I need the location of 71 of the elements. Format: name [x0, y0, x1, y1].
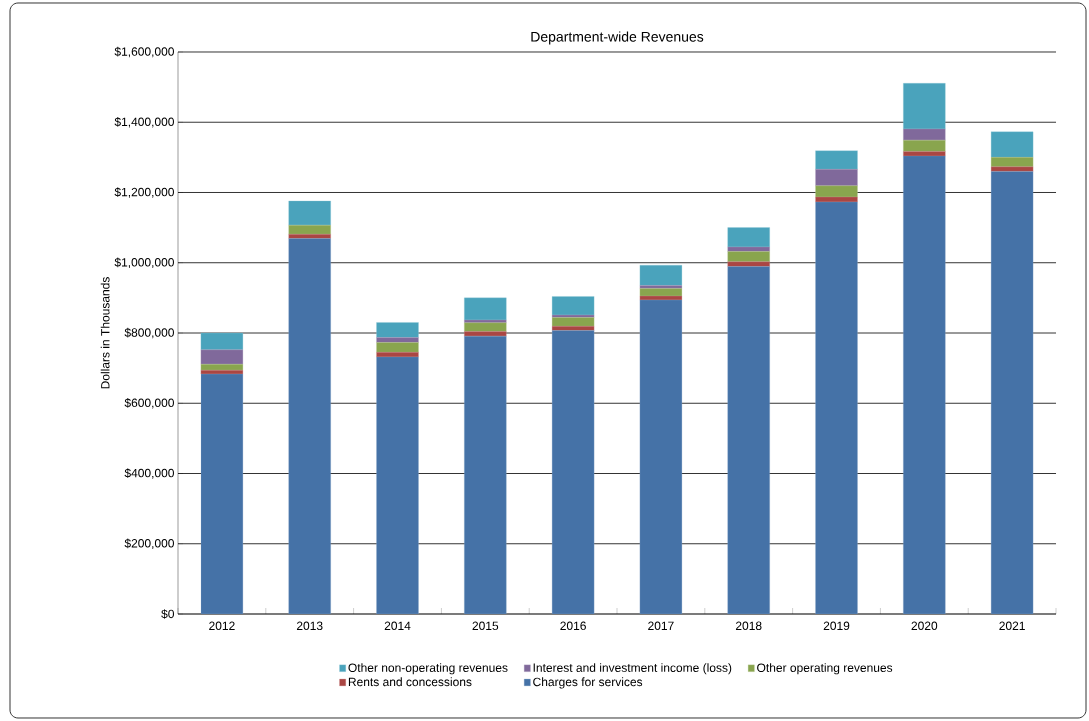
x-tick-label: 2013 [296, 621, 323, 631]
bar [464, 297, 507, 321]
bar [200, 373, 244, 614]
x-tick-label: 2018 [735, 621, 762, 631]
bar [727, 261, 770, 267]
bar [815, 196, 858, 203]
bar [727, 266, 770, 614]
legend-label: Interest and investment income (loss) [533, 663, 732, 675]
bar [815, 150, 858, 170]
bar [464, 336, 507, 614]
y-tick-label: $1,400,000 [114, 117, 174, 128]
y-axis-title: Dollars in Thousands [100, 277, 110, 389]
bar [815, 201, 858, 614]
bar [727, 251, 770, 262]
bar [990, 131, 1034, 158]
bar [200, 364, 244, 371]
legend-label: Charges for services [533, 677, 643, 689]
bar [376, 342, 419, 353]
y-tick-label: $800,000 [124, 327, 174, 339]
x-tick-label: 2020 [911, 621, 938, 631]
bar [903, 155, 946, 614]
bar [639, 285, 683, 289]
y-tick-label: $200,000 [124, 538, 174, 549]
bar [903, 128, 946, 141]
bar [551, 317, 595, 327]
y-tick-label: $1,600,000 [114, 46, 174, 58]
bar [551, 330, 595, 614]
bar [903, 83, 946, 130]
bar [376, 356, 419, 614]
bar [288, 234, 331, 239]
bar [903, 140, 946, 152]
x-tick-label: 2014 [384, 621, 411, 631]
bar [551, 326, 595, 331]
legend-label: Rents and concessions [348, 677, 472, 687]
bar [990, 171, 1034, 614]
y-tick-label: $400,000 [124, 468, 174, 479]
bar [464, 331, 507, 337]
bar [990, 166, 1034, 172]
x-tick-label: 2012 [209, 621, 235, 631]
x-tick-label: 2016 [560, 621, 586, 631]
x-tick-label: 2021 [999, 621, 1025, 631]
bar [551, 296, 595, 316]
bar [990, 157, 1034, 168]
bar [464, 319, 507, 323]
bar [551, 314, 595, 318]
x-tick-label: 2015 [472, 621, 499, 631]
bar [200, 332, 244, 351]
x-tick-label: 2017 [648, 621, 674, 631]
bar [288, 238, 331, 614]
legend-label: Other operating revenues [757, 663, 893, 675]
bar [727, 246, 770, 252]
legend-label: Other non-operating revenues [348, 663, 508, 675]
bar [200, 349, 244, 365]
bar [815, 185, 858, 198]
bar [376, 337, 419, 343]
x-tick-label: 2019 [823, 621, 850, 631]
bar [464, 322, 507, 332]
bar [639, 265, 683, 286]
y-tick-label: $600,000 [124, 398, 174, 409]
bar [639, 299, 683, 614]
bar [815, 169, 858, 186]
chart-title: Department-wide Revenues [531, 31, 704, 45]
bar [727, 227, 770, 248]
y-tick-label: $0 [161, 609, 175, 619]
bar [288, 200, 331, 226]
y-tick-label: $1,000,000 [114, 257, 174, 268]
bar [639, 288, 683, 297]
bar [639, 295, 683, 301]
bar [376, 322, 419, 338]
bar [288, 225, 331, 235]
y-tick-label: $1,200,000 [114, 187, 174, 198]
